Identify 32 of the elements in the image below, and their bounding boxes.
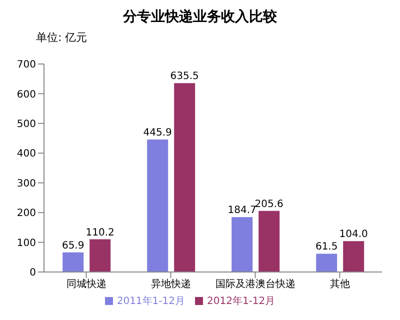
- y-tick-label: 200: [16, 208, 36, 220]
- x-tick-label: 其他: [330, 278, 350, 290]
- data-label: 110.2: [86, 227, 114, 238]
- bar: [232, 217, 253, 272]
- data-label: 184.7: [228, 205, 256, 216]
- x-tick-label: 异地快递: [150, 278, 191, 290]
- data-label: 104.0: [339, 229, 368, 240]
- x-tick-label: 同城快递: [66, 278, 106, 290]
- bar: [343, 241, 364, 272]
- data-label: 65.9: [62, 240, 84, 252]
- legend-label: 2012年1-12月: [207, 296, 276, 307]
- data-label: 635.5: [170, 71, 199, 82]
- y-tick-label: 600: [16, 89, 36, 100]
- bar: [62, 252, 84, 272]
- x-tick-label: 国际及港澳台快递: [215, 278, 296, 290]
- bar: [316, 254, 338, 272]
- y-tick-label: 300: [16, 178, 36, 190]
- y-tick-label: 400: [16, 148, 36, 160]
- y-tick-label: 0: [30, 268, 36, 279]
- data-label: 61.5: [315, 242, 338, 253]
- data-label: 205.6: [254, 198, 284, 210]
- y-tick-label: 500: [16, 118, 36, 130]
- bar: [258, 210, 280, 272]
- bar: [90, 239, 111, 272]
- legend-label: 2011年1-12月: [116, 296, 185, 307]
- bar: [174, 83, 196, 272]
- y-tick-label: 100: [16, 238, 36, 249]
- bar: [147, 140, 168, 272]
- chart-title: 分专业快递业务收入比较: [122, 8, 278, 27]
- y-tick-label: 700: [16, 60, 36, 71]
- data-label: 445.9: [143, 128, 172, 139]
- y-axis-title: 单位: 亿元: [36, 30, 88, 46]
